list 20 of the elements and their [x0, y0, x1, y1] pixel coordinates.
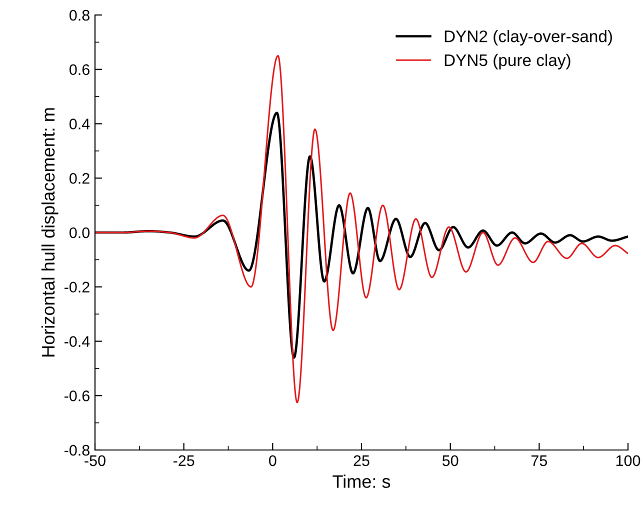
y-tick-label: 0.8	[70, 10, 90, 21]
y-tick-label: -0.2	[64, 282, 90, 293]
x-axis-title: Time: s	[332, 474, 390, 488]
x-tick-label: -25	[173, 455, 194, 466]
y-tick-label: -0.4	[64, 336, 90, 347]
y-tick-label: 0.0	[70, 227, 90, 238]
x-tick-label: 100	[616, 455, 640, 466]
x-tick-label: 25	[354, 455, 370, 466]
y-tick-label: 0.2	[70, 172, 90, 184]
y-tick-label: -0.6	[64, 390, 90, 402]
legend-label: DYN5 (pure clay)	[444, 54, 570, 70]
y-tick-label: -0.8	[64, 444, 90, 456]
x-tick-label: 75	[531, 455, 548, 466]
x-tick-label: 50	[442, 455, 458, 466]
y-tick-label: 0.4	[70, 118, 90, 130]
legend-label: DYN2 (clay-over-sand)	[444, 30, 612, 46]
y-tick-label: 0.6	[70, 64, 90, 76]
x-tick-label: 0	[269, 455, 276, 466]
y-axis-title: Horizontal hull displacement: m	[41, 108, 58, 356]
x-tick-label: -50	[84, 455, 106, 466]
